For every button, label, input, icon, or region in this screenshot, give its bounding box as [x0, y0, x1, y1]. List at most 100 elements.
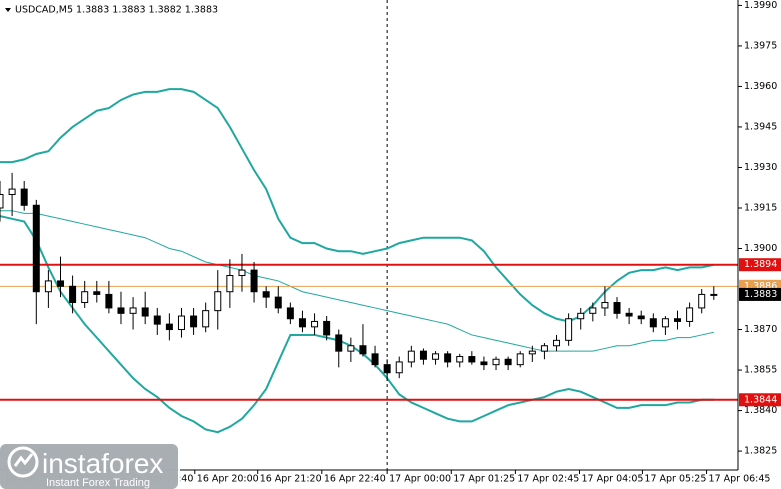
candle-body	[407, 350, 415, 363]
candle-body	[8, 188, 16, 195]
candle-body	[69, 285, 77, 304]
candle-body	[504, 358, 512, 366]
candle-body	[444, 353, 452, 363]
x-tick-label: 17 Apr 04:05	[582, 474, 644, 485]
candle-body	[105, 293, 113, 309]
y-tick-label: 1.3840	[744, 405, 777, 416]
price-tag	[739, 258, 781, 272]
logo-plate	[0, 444, 178, 489]
candle-body	[250, 269, 258, 293]
candle-body	[589, 307, 597, 314]
candle-body	[468, 356, 476, 363]
candle-body	[710, 293, 718, 296]
y-tick-label: 1.3975	[744, 40, 777, 51]
x-tick-label: 17 Apr 06:45	[709, 474, 771, 485]
candle-body	[262, 291, 270, 298]
candle-body	[698, 293, 706, 309]
candle-body	[165, 323, 173, 331]
x-tick-label: 17 Apr 00:00	[389, 474, 451, 485]
logo-icon	[13, 453, 34, 467]
y-tick-label: 1.3960	[744, 81, 777, 92]
candle-body	[565, 318, 573, 341]
y-tick-label: 1.3900	[744, 243, 777, 254]
candle-body	[141, 307, 149, 317]
y-tick-label: 1.3930	[744, 162, 777, 173]
y-tick-label: 1.3945	[744, 121, 777, 132]
x-tick-label: 16 Apr 20:00	[197, 474, 259, 485]
candle-body	[661, 318, 669, 328]
candle-body	[202, 310, 210, 328]
candle-body	[56, 280, 64, 287]
candle-body	[274, 296, 282, 309]
x-tick-label: 16 Apr 21:20	[260, 474, 322, 485]
candle-body	[190, 315, 198, 328]
candle-body	[214, 291, 222, 312]
candle-body	[674, 318, 682, 322]
candle-body	[81, 291, 89, 304]
candle-body	[383, 364, 391, 374]
candle-body	[432, 353, 440, 360]
plot-area	[0, 0, 738, 470]
menu-arrow	[5, 8, 11, 12]
candle-body	[117, 307, 125, 314]
candle-body	[577, 312, 585, 320]
candle-body	[286, 307, 294, 320]
candle-body	[553, 339, 561, 347]
x-tick-label: 17 Apr 05:25	[644, 474, 706, 485]
candle-body	[44, 280, 52, 293]
candle-body	[492, 358, 500, 366]
candle-body	[637, 315, 645, 320]
candle-body	[0, 193, 4, 209]
candle-body	[129, 307, 137, 314]
candle-body	[32, 204, 40, 293]
candle-body	[226, 275, 234, 293]
candle-body	[649, 318, 657, 328]
candle-body	[153, 315, 161, 325]
candle-body	[323, 320, 331, 336]
x-tick-label: 17 Apr 01:25	[453, 474, 515, 485]
candle-body	[480, 361, 488, 366]
y-tick-label: 1.3870	[744, 324, 777, 335]
x-tick-label: 17 Apr 02:45	[517, 474, 579, 485]
bollinger-band	[0, 88, 715, 323]
candle-body	[528, 350, 536, 355]
candle-body	[20, 188, 28, 206]
candle-body	[456, 356, 464, 363]
candle-body	[686, 307, 694, 322]
candle-body	[359, 345, 367, 355]
y-tick-label: 1.3990	[744, 0, 777, 11]
candle-body	[347, 345, 355, 352]
candle-body	[335, 334, 343, 352]
y-tick-label: 1.3825	[744, 446, 777, 457]
x-tick-label: 16 Apr 22:40	[324, 474, 386, 485]
candle-body	[613, 302, 621, 314]
candle-body	[419, 350, 427, 360]
candle-body	[93, 291, 101, 295]
price-tag-label: 1.3844	[744, 394, 777, 405]
logo-text: instaforex	[42, 448, 163, 479]
candle-body	[540, 345, 548, 352]
logo-tagline: Instant Forex Trading	[46, 477, 150, 489]
price-tag-label: 1.3883	[744, 289, 777, 300]
candle-body	[238, 269, 246, 277]
candle-body	[625, 312, 633, 317]
candle-body	[601, 302, 609, 309]
bollinger-band	[0, 210, 714, 352]
bollinger-band	[0, 215, 714, 434]
candle-body	[311, 320, 319, 328]
candle-body	[516, 353, 524, 366]
logo-icon	[7, 446, 39, 478]
candle-body	[177, 315, 185, 331]
candle-body	[395, 361, 403, 374]
price-tag-label: 1.3894	[744, 259, 777, 270]
candle-body	[371, 353, 379, 366]
y-tick-label: 1.3855	[744, 365, 777, 376]
price-tag	[739, 393, 781, 407]
y-tick-label: 1.3915	[744, 202, 777, 213]
price-tag-label: 1.3886	[744, 281, 777, 292]
price-tag	[739, 287, 781, 301]
chart-title: USDCAD,M5 1.3883 1.3883 1.3882 1.3883	[15, 5, 218, 16]
candle-body	[298, 318, 306, 328]
